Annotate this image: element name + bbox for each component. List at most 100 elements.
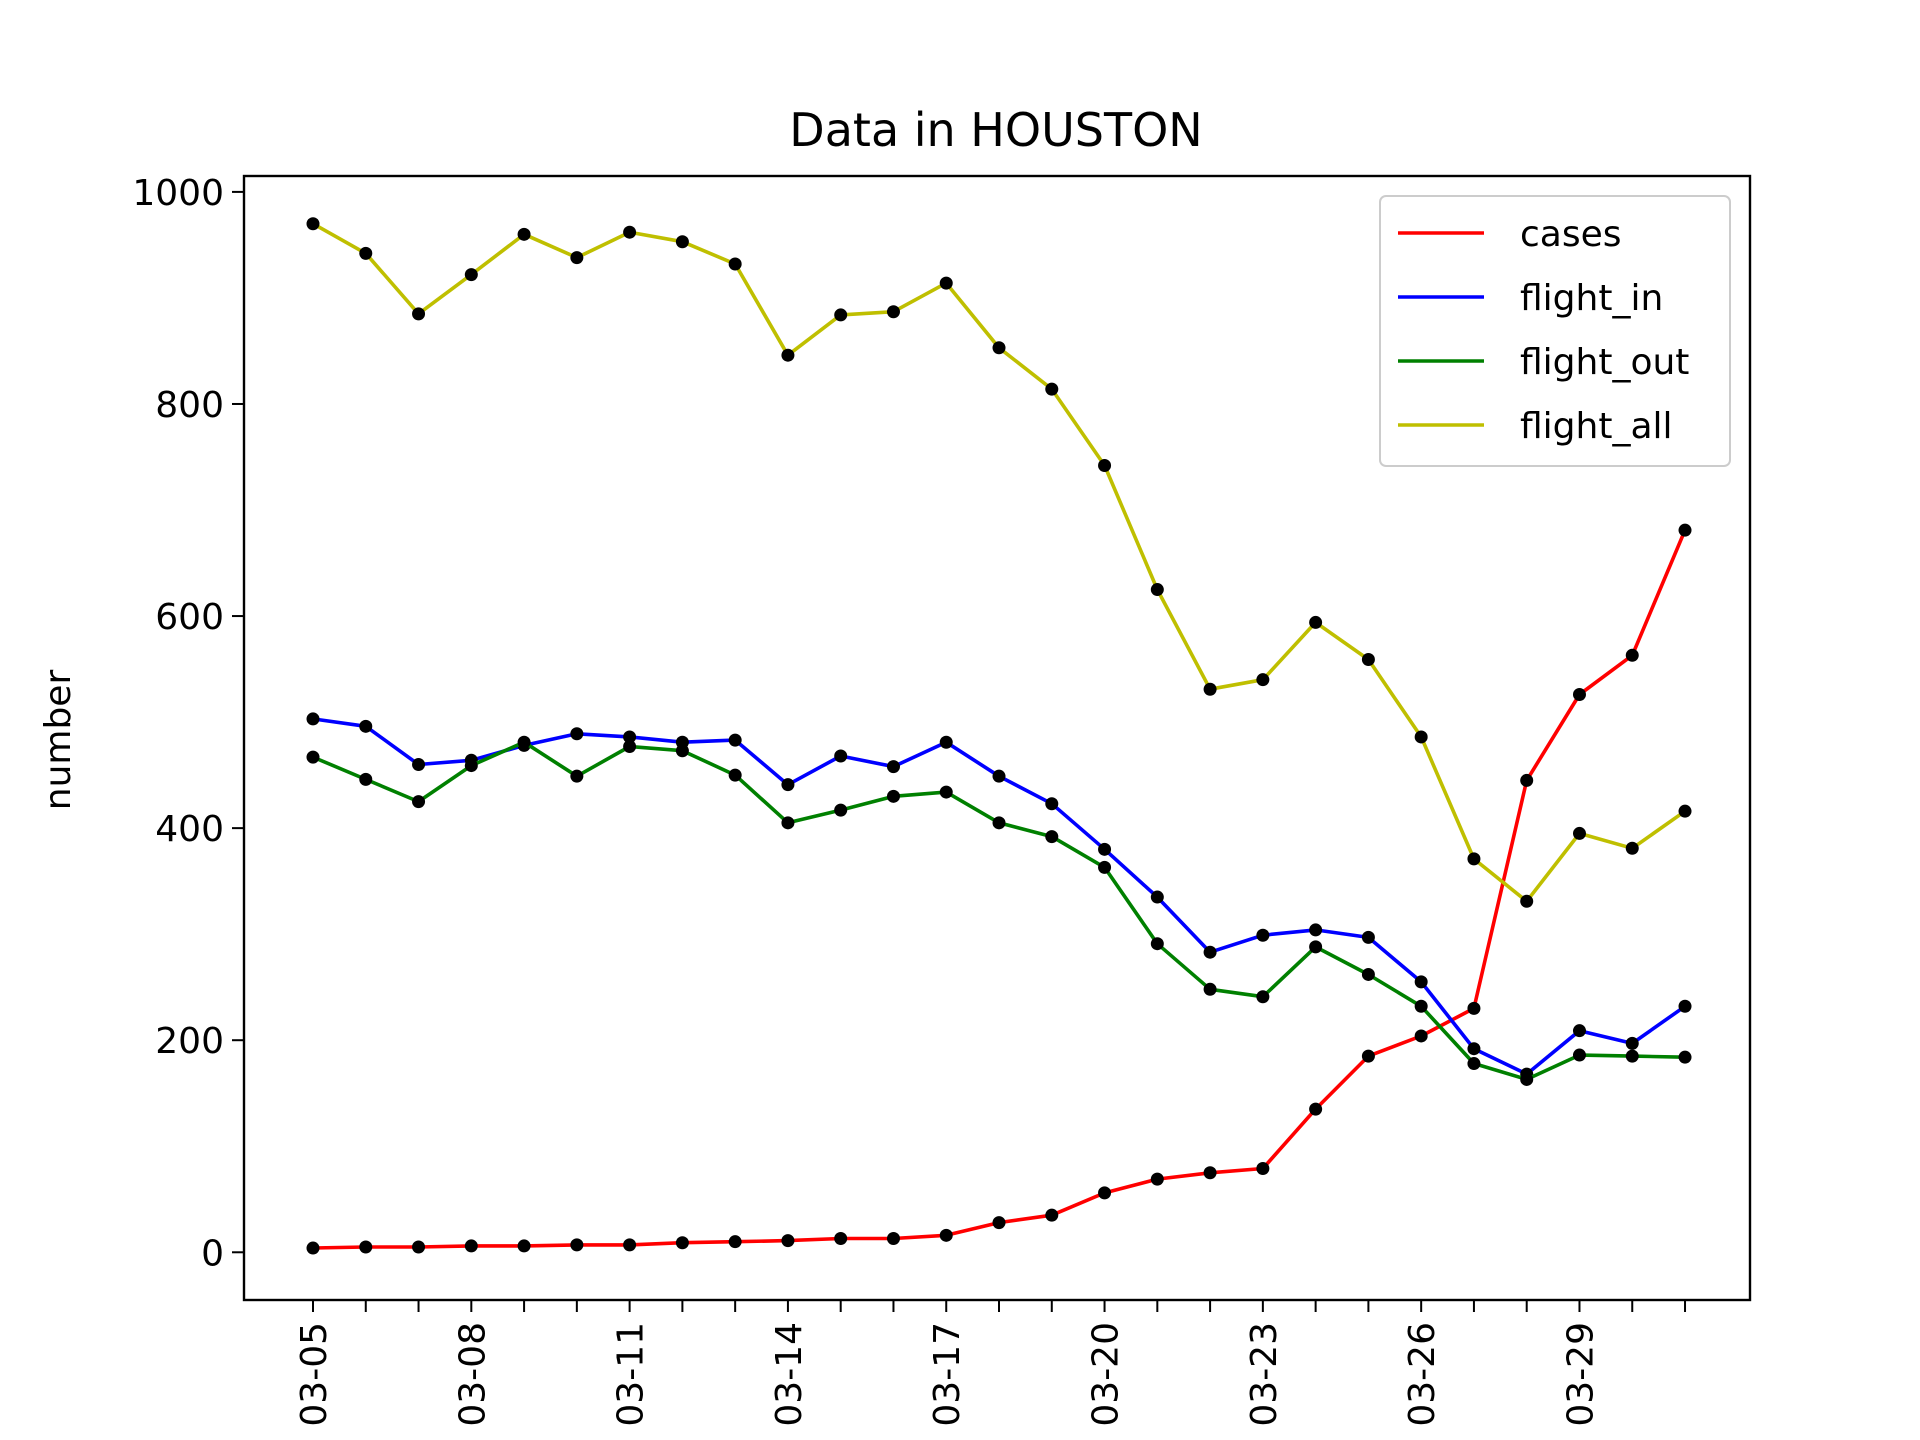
data-point bbox=[1361, 1049, 1375, 1063]
data-point bbox=[1045, 797, 1059, 811]
legend-label: cases bbox=[1520, 214, 1622, 255]
data-point bbox=[1625, 1049, 1639, 1063]
data-point bbox=[517, 227, 531, 241]
data-point bbox=[412, 307, 426, 321]
x-tick-label: 03-20 bbox=[1086, 1322, 1127, 1427]
data-point bbox=[886, 760, 900, 774]
data-point bbox=[464, 759, 478, 773]
data-point bbox=[1361, 967, 1375, 981]
data-point bbox=[517, 1239, 531, 1253]
x-tick-label: 03-29 bbox=[1560, 1322, 1601, 1427]
data-point bbox=[1203, 945, 1217, 959]
data-point bbox=[992, 816, 1006, 830]
series-flight-in bbox=[306, 712, 1692, 1081]
data-point bbox=[1625, 648, 1639, 662]
data-point bbox=[1045, 1208, 1059, 1222]
data-point bbox=[1625, 1036, 1639, 1050]
data-point bbox=[1361, 653, 1375, 667]
data-point bbox=[412, 795, 426, 809]
data-point bbox=[992, 1216, 1006, 1230]
data-point bbox=[1414, 999, 1428, 1013]
x-tick-label: 03-14 bbox=[769, 1322, 810, 1427]
data-point bbox=[1467, 1042, 1481, 1056]
data-point bbox=[992, 769, 1006, 783]
series-line-cases bbox=[312, 529, 1687, 1250]
data-point bbox=[623, 730, 637, 744]
data-point bbox=[1520, 1072, 1534, 1086]
data-point bbox=[1150, 890, 1164, 904]
legend-box bbox=[1379, 195, 1731, 467]
x-tick-label: 03-23 bbox=[1244, 1322, 1285, 1427]
data-point bbox=[781, 816, 795, 830]
legend-label: flight_all bbox=[1520, 406, 1673, 447]
data-point bbox=[359, 246, 373, 260]
data-point bbox=[1414, 975, 1428, 989]
data-point bbox=[1309, 923, 1323, 937]
data-point bbox=[781, 1234, 795, 1248]
data-point bbox=[728, 733, 742, 747]
data-point bbox=[1203, 682, 1217, 696]
data-point bbox=[834, 308, 848, 322]
data-point bbox=[834, 803, 848, 817]
data-point bbox=[1625, 841, 1639, 855]
y-axis-label: number bbox=[38, 670, 79, 811]
y-tick-label: 400 bbox=[155, 809, 224, 850]
data-point bbox=[886, 305, 900, 319]
data-point bbox=[1098, 458, 1112, 472]
data-point bbox=[570, 1238, 584, 1252]
data-point bbox=[675, 1236, 689, 1250]
plot-frame bbox=[242, 174, 1752, 1302]
legend-label: flight_out bbox=[1520, 342, 1689, 383]
data-point bbox=[306, 217, 320, 231]
data-point bbox=[1150, 937, 1164, 951]
data-point bbox=[464, 268, 478, 282]
data-point bbox=[675, 235, 689, 249]
data-point bbox=[939, 276, 953, 290]
data-point bbox=[359, 719, 373, 733]
data-point bbox=[1520, 773, 1534, 787]
data-point bbox=[1309, 940, 1323, 954]
data-point bbox=[570, 251, 584, 265]
series-flight-out bbox=[306, 735, 1692, 1086]
x-tick-label: 03-08 bbox=[452, 1322, 493, 1427]
data-point bbox=[1678, 523, 1692, 537]
data-point bbox=[1256, 1162, 1270, 1176]
y-tick-label: 600 bbox=[155, 597, 224, 638]
y-tick-label: 200 bbox=[155, 1021, 224, 1062]
data-point bbox=[1678, 999, 1692, 1013]
data-point bbox=[1414, 1029, 1428, 1043]
y-tick-label: 0 bbox=[201, 1233, 224, 1274]
data-point bbox=[1309, 1102, 1323, 1116]
series-line-flight-out bbox=[312, 740, 1686, 1082]
data-point bbox=[623, 739, 637, 753]
data-point bbox=[886, 1231, 900, 1245]
x-tick-label: 03-17 bbox=[927, 1322, 968, 1427]
data-point bbox=[412, 758, 426, 772]
data-point bbox=[1572, 1024, 1586, 1038]
data-point bbox=[412, 1240, 426, 1254]
series-cases bbox=[306, 523, 1692, 1255]
data-point bbox=[834, 1231, 848, 1245]
data-point bbox=[570, 727, 584, 741]
data-point bbox=[1678, 1050, 1692, 1064]
data-point bbox=[1572, 1048, 1586, 1062]
data-point bbox=[781, 348, 795, 362]
data-point bbox=[1098, 860, 1112, 874]
y-tick-label: 800 bbox=[155, 385, 224, 426]
data-point bbox=[1203, 1166, 1217, 1180]
data-point bbox=[1309, 615, 1323, 629]
data-point bbox=[464, 1239, 478, 1253]
data-point bbox=[1256, 990, 1270, 1004]
data-point bbox=[728, 257, 742, 271]
y-tick-label: 1000 bbox=[132, 173, 224, 214]
x-tick-label: 03-26 bbox=[1402, 1322, 1443, 1427]
data-point bbox=[781, 778, 795, 792]
series-layer bbox=[306, 217, 1692, 1255]
data-point bbox=[623, 1238, 637, 1252]
data-point bbox=[939, 1228, 953, 1242]
data-point bbox=[306, 750, 320, 764]
data-point bbox=[1150, 1172, 1164, 1186]
data-point bbox=[359, 1240, 373, 1254]
data-point bbox=[1045, 382, 1059, 396]
